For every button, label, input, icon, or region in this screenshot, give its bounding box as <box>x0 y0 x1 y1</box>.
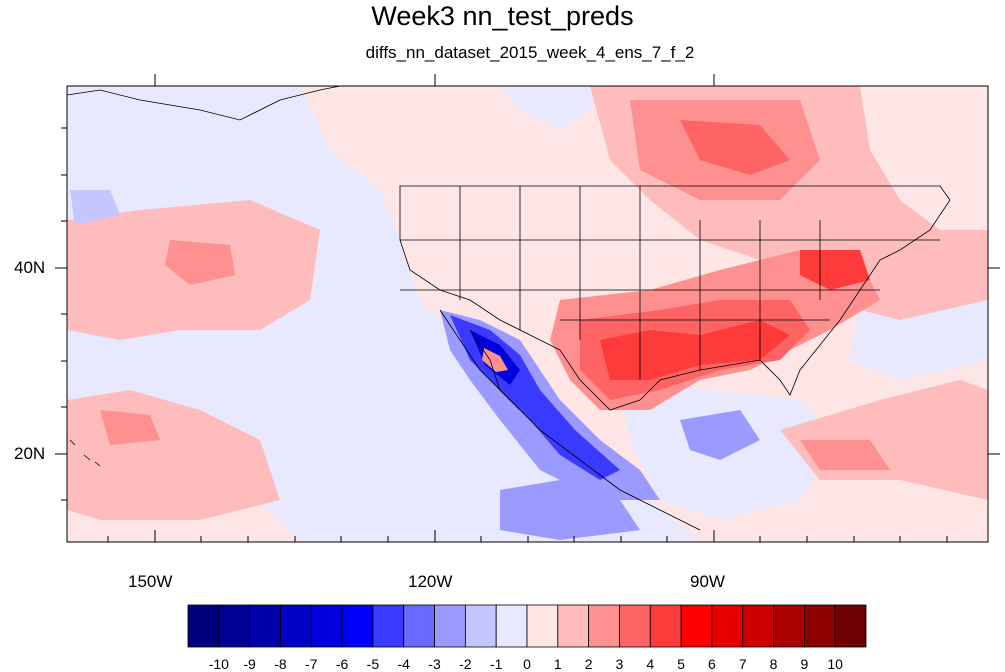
colorbar-label: 7 <box>738 656 747 672</box>
colorbar-label: 6 <box>708 656 716 672</box>
colorbar-label: -8 <box>274 656 287 672</box>
colorbar-label: 2 <box>584 656 593 672</box>
colorbar-label: 1 <box>553 656 562 672</box>
colorbar-swatch <box>834 604 867 648</box>
colorbar-swatch <box>803 604 836 648</box>
colorbar-swatch <box>464 604 497 648</box>
axis-ticks <box>55 74 1000 542</box>
colorbar-swatch <box>280 604 312 648</box>
colorbar-swatch <box>526 604 559 648</box>
colorbar-label: 0 <box>523 656 531 672</box>
colorbar-label: -3 <box>428 656 441 672</box>
colorbar-swatch <box>680 604 713 648</box>
colorbar-label: -6 <box>335 656 349 672</box>
colorbar-swatch <box>249 604 281 648</box>
colorbar-label: -9 <box>243 656 256 672</box>
colorbar-label: 9 <box>800 656 809 672</box>
colorbar-label: -2 <box>459 656 472 672</box>
colorbar-label: 3 <box>615 656 624 672</box>
colorbar-swatch <box>588 604 620 648</box>
colorbar-swatch <box>403 604 435 648</box>
colorbar-swatch <box>619 604 651 648</box>
colorbar-label: 4 <box>646 656 655 672</box>
plot-subtitle: diffs_nn_dataset_2015_week_4_ens_7_f_2 <box>365 43 695 62</box>
colorbar-label: -1 <box>489 656 503 672</box>
colorbar-swatch <box>711 604 744 648</box>
colorbar-swatch <box>773 604 805 648</box>
colorbar-label: -10 <box>208 656 229 672</box>
colorbar-swatch <box>434 604 466 648</box>
x-tick-label: 90W <box>690 572 725 591</box>
y-tick-label: 20N <box>14 444 46 463</box>
colorbar-swatch <box>341 604 374 648</box>
colorbar-swatch <box>310 604 343 648</box>
x-tick-label: 150W <box>128 572 173 591</box>
colorbar-label: -5 <box>366 656 380 672</box>
colorbar-swatch <box>649 604 682 648</box>
colorbar-label: 5 <box>677 656 685 672</box>
colorbar-swatch <box>495 604 528 648</box>
colorbar-swatch <box>557 604 590 648</box>
colorbar-swatch <box>218 604 251 648</box>
x-tick-label: 120W <box>408 572 453 591</box>
plot-title: Week3 nn_test_preds <box>371 1 634 31</box>
colorbar-label: 10 <box>827 656 843 672</box>
y-tick-label: 40N <box>14 258 46 277</box>
colorbar-swatch <box>187 604 220 648</box>
colorbar-swatch <box>742 604 774 648</box>
colorbar-swatch <box>372 604 405 648</box>
map-field <box>67 86 988 542</box>
colorbar-label: -7 <box>305 656 318 672</box>
colorbar-label: -4 <box>397 656 410 672</box>
colorbar-label: 8 <box>769 656 778 672</box>
